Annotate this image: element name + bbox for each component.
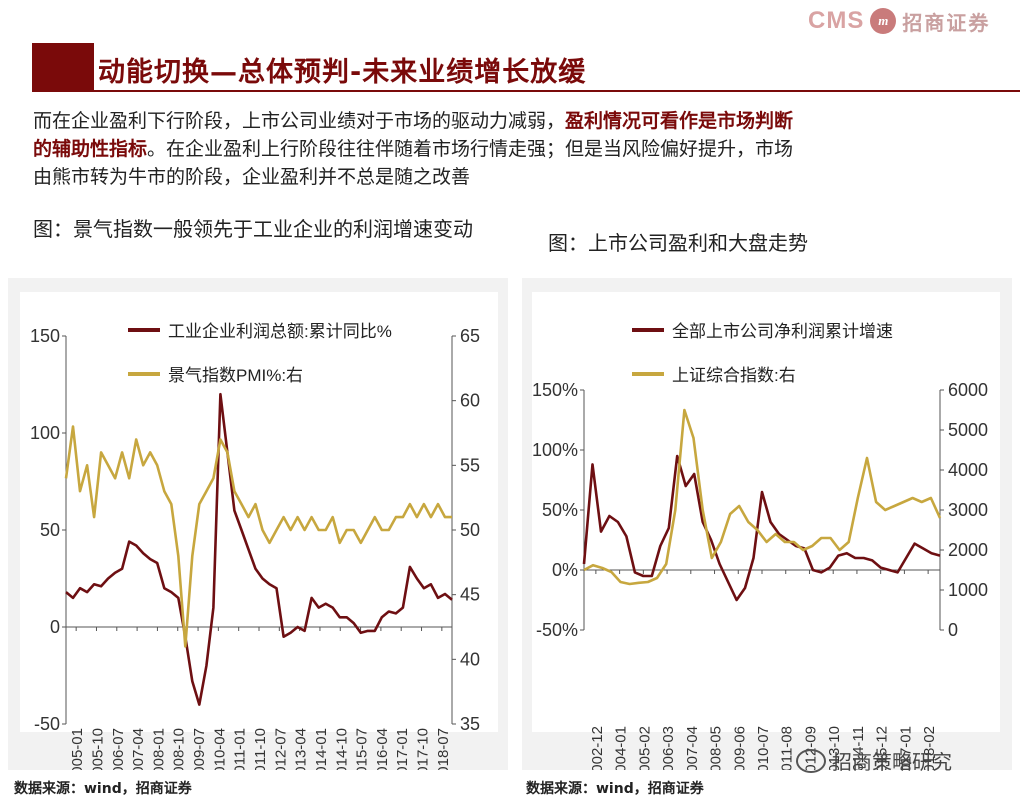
left-chart-x-tick-label: 2015-07 <box>354 728 371 770</box>
left-chart-x-tick-label: 2017-01 <box>394 728 411 770</box>
right-chart-plot-bg <box>532 292 1000 732</box>
right-chart-x-tick-label: 2002-12 <box>589 726 606 770</box>
right-source-note: 数据来源：wind，招商证券 <box>526 781 704 797</box>
intro-line2-highlight: 的辅助性指标 <box>33 138 148 160</box>
right-chart-x-tick-label: 2018-02 <box>921 726 938 770</box>
left-chart-left-tick-label: 150 <box>30 326 60 346</box>
right-chart-legend-label: 上证综合指数:右 <box>672 366 796 385</box>
right-chart-x-tick-label: 2017-01 <box>897 726 914 770</box>
intro-line2-b: 。在企业盈利上行阶段往往伴随着市场行情走强；但是当风险偏好提升，市场 <box>147 138 794 160</box>
left-chart-x-tick-label: 2011-10 <box>252 728 269 770</box>
right-chart-x-tick-label: 2009-06 <box>731 726 748 770</box>
logo-cms-text: CMS <box>808 7 865 34</box>
watermark-text: 招商策略研究 <box>832 750 952 774</box>
right-chart-x-tick-label: 2010-07 <box>755 726 772 770</box>
left-chart-x-tick-label: 2006-07 <box>110 728 127 770</box>
left-chart-legend-label: 工业企业利润总额:累计同比% <box>168 322 392 341</box>
right-chart-series-index-line <box>583 408 942 586</box>
left-chart-left-tick-label: 50 <box>40 520 60 540</box>
title-accent-block <box>32 43 94 91</box>
left-chart-left-tick-label: 0 <box>50 617 60 637</box>
left-chart-x-tick-label: 2012-07 <box>272 728 289 770</box>
right-chart-x-tick-label: 2006-03 <box>660 726 677 770</box>
left-chart-x-tick-label: 2007-04 <box>130 728 147 770</box>
left-chart-right-tick-label: 45 <box>460 585 480 605</box>
right-chart-right-tick-label: 6000 <box>948 380 988 400</box>
right-chart-x-tick-label: 2004-01 <box>613 726 630 770</box>
left-source-note: 数据来源：wind，招商证券 <box>14 781 192 797</box>
left-chart-x-tick-label: 2010-04 <box>211 728 228 770</box>
right-chart-x-tick-label: 2014-11 <box>850 726 867 770</box>
right-chart-left-tick-label: 50% <box>542 500 578 520</box>
right-chart-left-tick-label: -50% <box>536 620 578 640</box>
right-chart-right-tick-label: 4000 <box>948 460 988 480</box>
left-chart-x-tick-label: 2005-01 <box>69 728 86 770</box>
right-chart-caption: 图：上市公司盈利和大盘走势 <box>548 231 808 255</box>
right-chart-x-tick-label: 2013-10 <box>826 726 843 770</box>
right-chart-right-tick-label: 5000 <box>948 420 988 440</box>
right-chart-right-tick-label: 1000 <box>948 580 988 600</box>
right-chart-right-tick-label: 2000 <box>948 540 988 560</box>
left-chart-x-tick-label: 2017-10 <box>415 728 432 770</box>
intro-line1-a: 而在企业盈利下行阶段，上市公司业绩对于市场的驱动力减弱， <box>33 110 566 132</box>
right-chart-left-tick-label: 150% <box>532 380 578 400</box>
left-chart-x-tick-label: 2018-07 <box>435 728 452 770</box>
wechat-icon <box>796 748 826 773</box>
right-chart-left-tick-label: 0% <box>552 560 578 580</box>
left-chart-panel: 150 100 50 0 -50 65 60 55 50 45 40 35 2005-01 2005-10… <box>8 278 508 770</box>
left-chart-right-tick-label: 65 <box>460 326 480 346</box>
left-chart-x-tick-label: 2005-10 <box>89 728 106 770</box>
left-chart-svg: 150 100 50 0 -50 65 60 55 50 45 40 35 2005-01 2005-10… <box>20 292 498 770</box>
left-chart-series-profit-line <box>65 392 453 706</box>
left-chart-x-tick-label: 2008-10 <box>171 728 188 770</box>
left-chart-right-tick-label: 55 <box>460 455 480 475</box>
right-chart-right-tick-label: 0 <box>948 620 958 640</box>
right-chart-legend-label: 全部上市公司净利润累计增速 <box>672 322 893 341</box>
left-chart-x-tick-label: 2013-04 <box>293 728 310 770</box>
wechat-watermark: 招商策略研究 <box>796 746 952 775</box>
left-chart-right-tick-label: 40 <box>460 649 480 669</box>
left-chart-x-tick-label: 2014-01 <box>313 728 330 770</box>
right-chart-x-tick-label: 2008-05 <box>708 726 725 770</box>
right-chart-x-tick-label: 2007-04 <box>684 726 701 770</box>
left-chart-plot-bg <box>20 292 498 732</box>
right-chart-right-tick-label: 3000 <box>948 500 988 520</box>
right-chart-series-profit-line <box>582 454 941 602</box>
left-chart-x-tick-label: 2009-07 <box>191 728 208 770</box>
brand-logo: CMS m 招商证券 <box>808 6 990 36</box>
left-chart-right-tick-label: 50 <box>460 520 480 540</box>
intro-line1-highlight: 盈利情况可看作是市场判断 <box>565 110 794 132</box>
logo-company-name: 招商证券 <box>902 10 991 35</box>
right-chart-x-tick-label: 2005-02 <box>636 726 653 770</box>
right-chart-svg: 150% 100% 50% 0% -50% 6000 5000 4000 3000 2000 100… <box>532 292 1000 770</box>
title-divider <box>32 90 1020 92</box>
left-chart-x-tick-label: 2011-01 <box>232 728 249 770</box>
right-chart-left-tick-label: 100% <box>532 440 578 460</box>
left-chart-left-tick-label: 100 <box>30 423 60 443</box>
right-chart-panel: 150% 100% 50% 0% -50% 6000 5000 4000 3000 2000 100… <box>522 278 1012 770</box>
left-chart-series-index-line <box>64 425 452 648</box>
left-chart-left-tick-label: -50 <box>34 714 60 734</box>
right-chart-x-tick-label: 2015-12 <box>874 726 891 770</box>
intro-paragraph: 而在企业盈利下行阶段，上市公司业绩对于市场的驱动力减弱，盈利情况可看作是市场判断… <box>33 107 993 191</box>
left-chart-x-tick-label: 2016-04 <box>374 728 391 770</box>
left-chart-legend-label: 景气指数PMI%:右 <box>168 366 303 385</box>
left-chart-x-tick-label: 2008-01 <box>150 728 167 770</box>
intro-line3: 由熊市转为牛市的阶段，企业盈利并不总是随之改善 <box>33 166 471 188</box>
left-chart-right-tick-label: 35 <box>460 714 480 734</box>
left-chart-right-tick-label: 60 <box>460 391 480 411</box>
page-title: 动能切换—总体预判-未来业绩增长放缓 <box>98 57 587 88</box>
left-chart-x-tick-label: 2014-10 <box>333 728 350 770</box>
right-chart-x-tick-label: 2011-08 <box>779 726 796 770</box>
left-chart-caption: 图：景气指数一般领先于工业企业的利润增速变动 <box>33 217 473 241</box>
logo-mark-icon: m <box>870 8 897 34</box>
